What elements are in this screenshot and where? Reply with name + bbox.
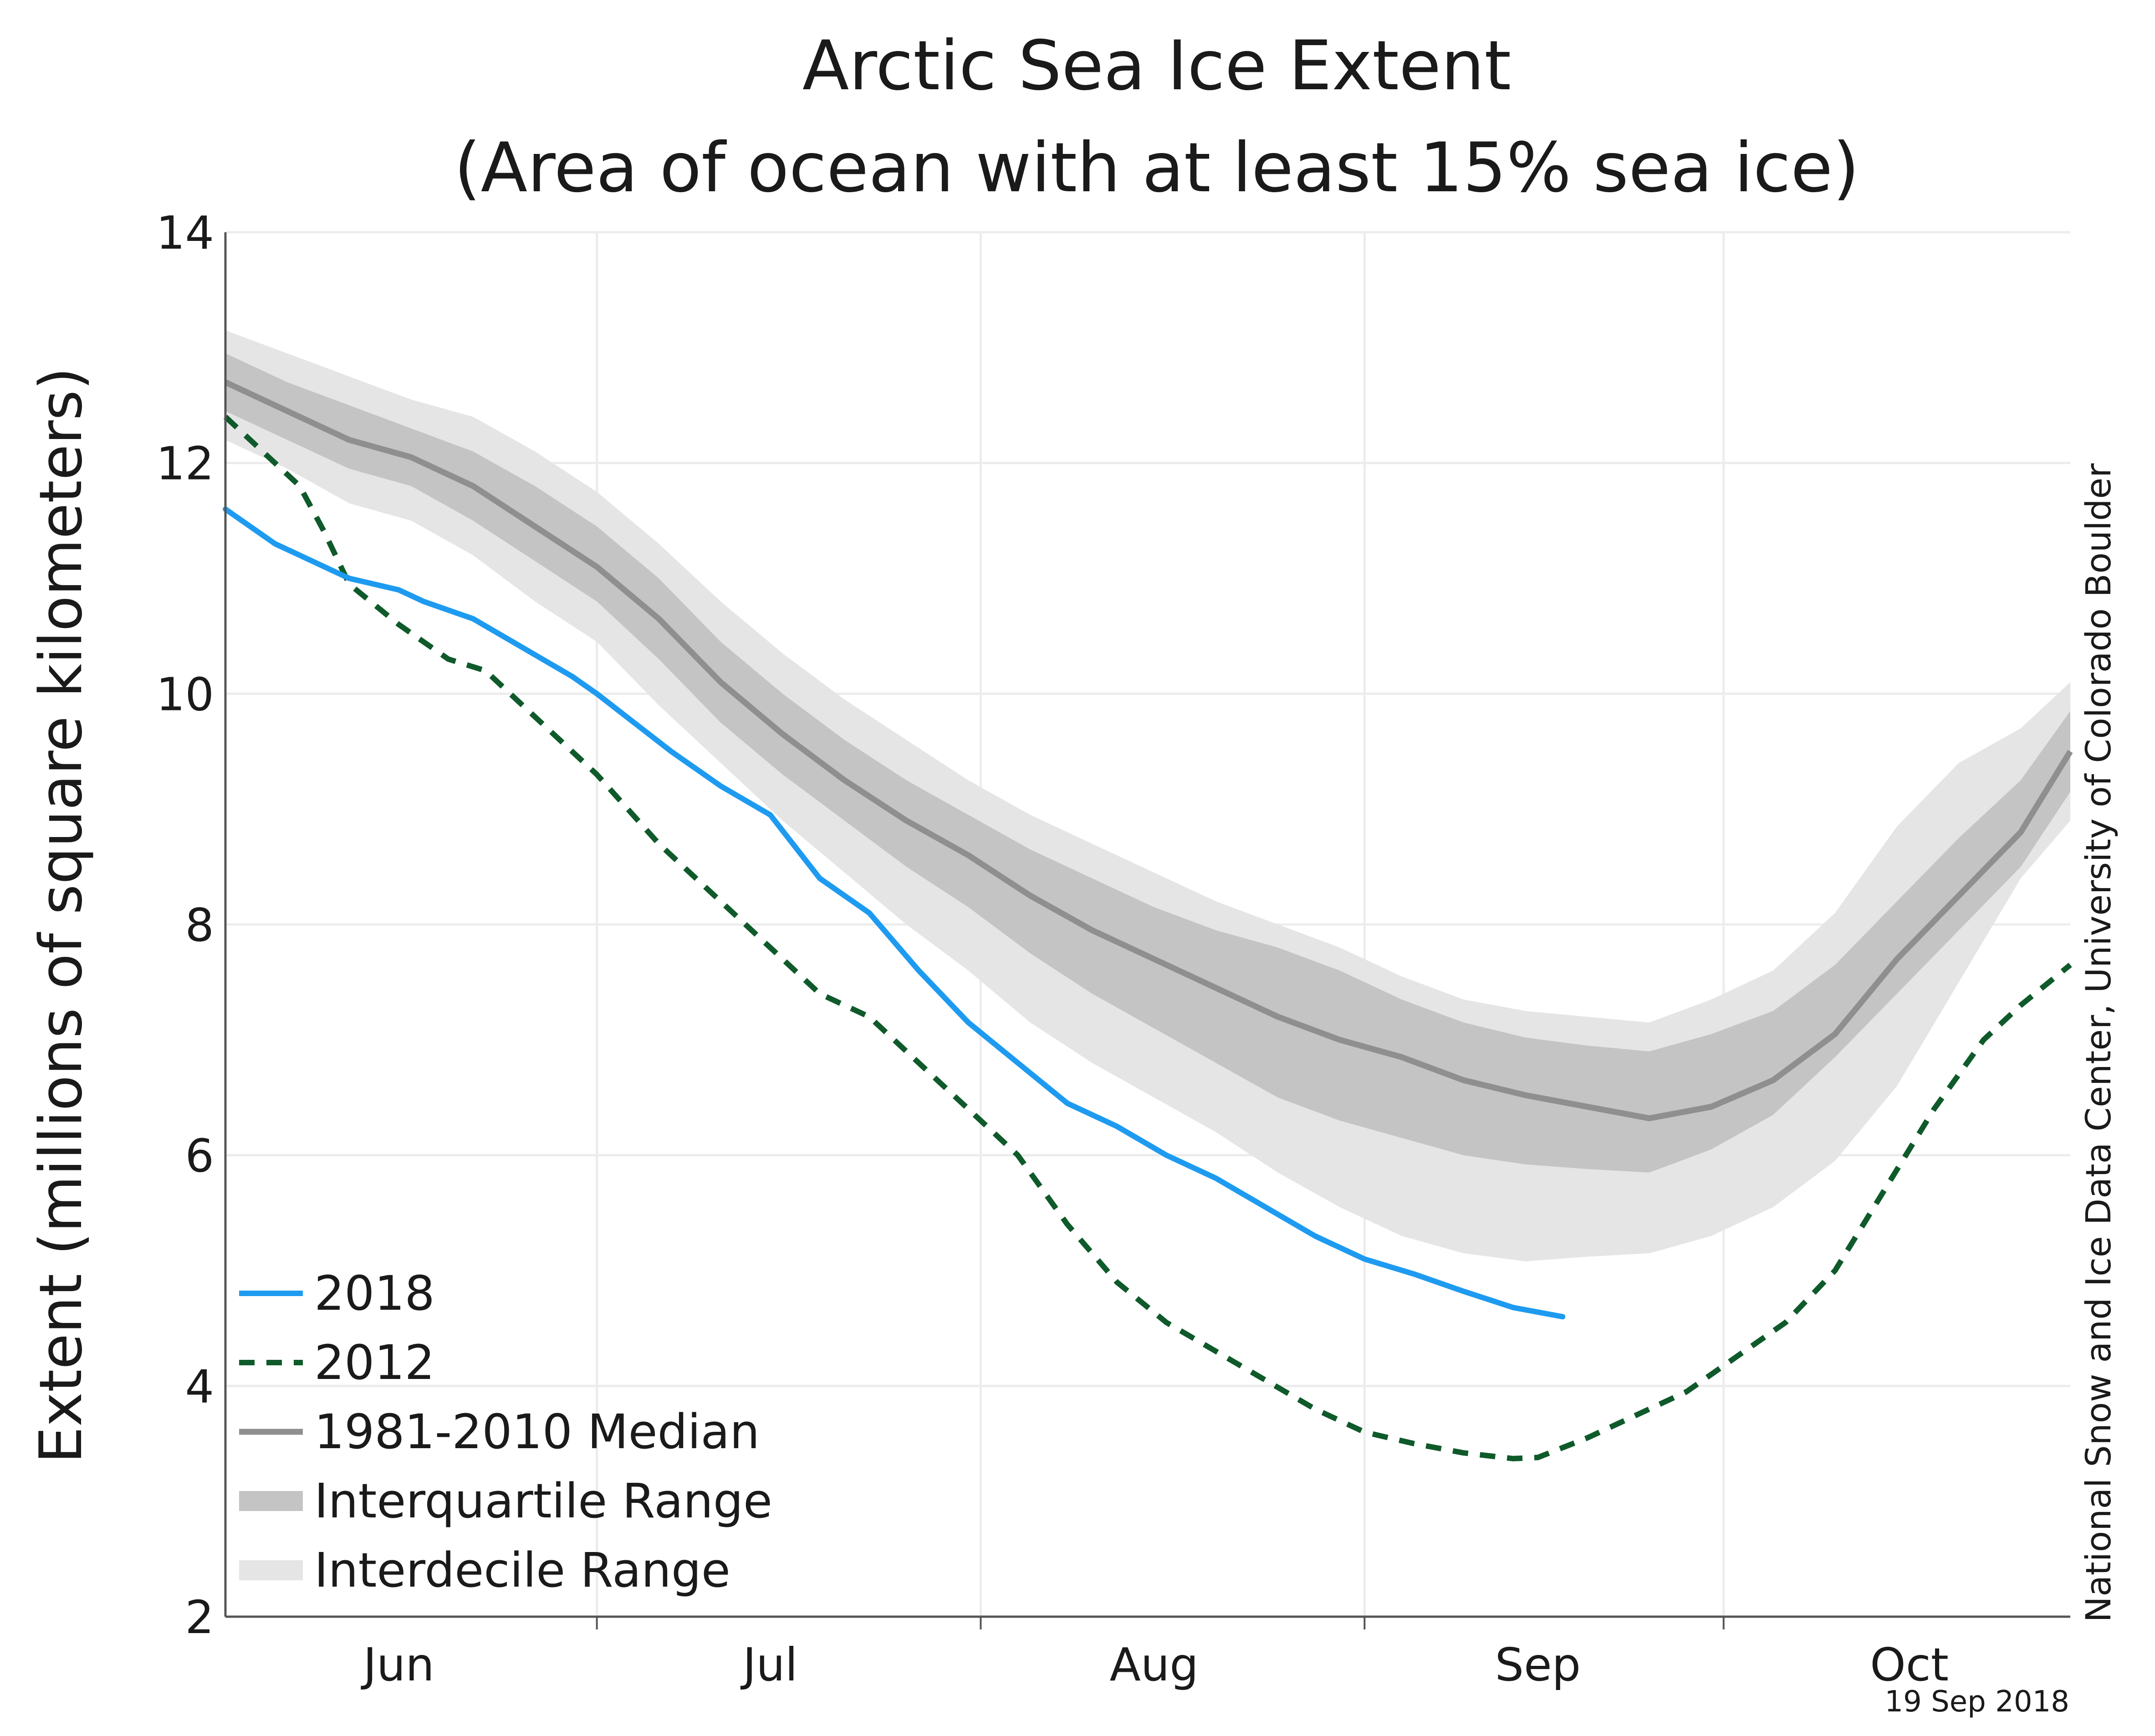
x-tick-label: Jun [361, 1638, 434, 1691]
y-tick-label: 12 [156, 437, 214, 490]
median-line [224, 379, 2073, 1122]
x-tick-label: Sep [1495, 1638, 1581, 1691]
legend-swatch-interquartile-range [239, 1491, 303, 1511]
legend-label-2012: 2012 [314, 1335, 435, 1390]
y-tick-label: 14 [156, 206, 214, 260]
y-tick-label: 8 [185, 899, 214, 952]
credit-text: National Snow and Ice Data Center, Unive… [2078, 463, 2119, 1623]
chart-subtitle: (Area of ocean with at least 15% sea ice… [454, 128, 1859, 208]
y-tick-label: 6 [185, 1129, 214, 1183]
legend: 2018 2012 1981-2010 Median Interquartile Ra… [239, 1266, 772, 1598]
series-2018-line [223, 506, 1566, 1320]
series-lines [223, 379, 2073, 1461]
chart-title: Arctic Sea Ice Extent [802, 26, 1511, 106]
legend-label-interquartile-range: Interquartile Range [314, 1473, 772, 1529]
legend-label-interdecile-range: Interdecile Range [314, 1542, 730, 1598]
y-tick-label: 10 [156, 668, 214, 721]
x-tick-label: Oct [1870, 1638, 1949, 1691]
tick-labels: 2 4 6 8 10 12 14 Jun Jul Aug Sep Oct [156, 206, 1949, 1691]
y-tick-label: 4 [185, 1360, 214, 1413]
date-stamp: 19 Sep 2018 [1884, 1685, 2069, 1719]
legend-swatch-interdecile-range [239, 1560, 303, 1580]
interquartile-band [225, 353, 2070, 1173]
legend-label-2018: 2018 [314, 1266, 435, 1321]
x-tick-label: Jul [740, 1638, 798, 1691]
x-tick-label: Aug [1109, 1638, 1198, 1691]
interdecile-band [225, 330, 2070, 1261]
range-bands [225, 330, 2070, 1261]
axes [224, 232, 2070, 1629]
series-2012-line [223, 414, 2072, 1461]
legend-label-1981-2010-median: 1981-2010 Median [314, 1404, 760, 1460]
y-axis-label: Extent (millions of square kilometers) [27, 367, 95, 1463]
y-tick-label: 2 [185, 1591, 214, 1644]
